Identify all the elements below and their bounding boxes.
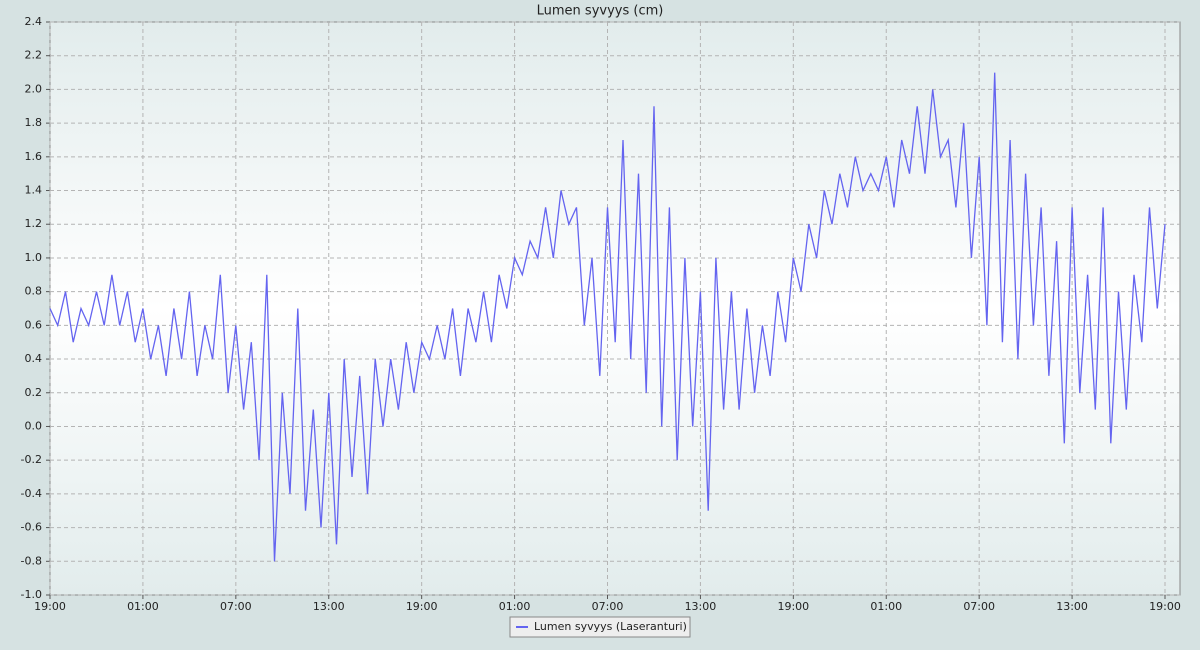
y-tick-label: 0.4 — [25, 352, 43, 365]
y-tick-label: 2.4 — [25, 15, 43, 28]
x-tick-label: 07:00 — [963, 600, 995, 613]
y-tick-label: 1.0 — [25, 251, 43, 264]
x-tick-label: 13:00 — [685, 600, 717, 613]
y-tick-label: -1.0 — [21, 588, 42, 601]
plot-area — [49, 21, 1181, 596]
legend-label: Lumen syvyys (Laseranturi) — [534, 620, 687, 633]
y-tick-label: 1.4 — [25, 184, 43, 197]
y-tick-label: -0.8 — [21, 554, 42, 567]
x-tick-label: 19:00 — [777, 600, 809, 613]
x-tick-label: 19:00 — [406, 600, 438, 613]
x-tick-label: 07:00 — [592, 600, 624, 613]
y-tick-label: 0.8 — [25, 285, 43, 298]
y-tick-label: 2.2 — [25, 49, 43, 62]
x-tick-label: 07:00 — [220, 600, 252, 613]
y-tick-label: 0.2 — [25, 386, 43, 399]
x-tick-label: 01:00 — [499, 600, 531, 613]
legend-box — [509, 616, 691, 638]
x-tick-label: 01:00 — [127, 600, 159, 613]
y-tick-label: -0.6 — [21, 521, 42, 534]
y-tick-label: 2.0 — [25, 82, 43, 95]
chart-title: Lumen syvyys (cm) — [537, 4, 664, 19]
data-line — [49, 72, 1166, 562]
y-tick-label: 1.2 — [25, 217, 43, 230]
x-tick-label: 01:00 — [870, 600, 902, 613]
y-tick-label: 0.0 — [25, 419, 43, 432]
x-tick-label: 13:00 — [1056, 600, 1088, 613]
y-tick-label: 1.6 — [25, 150, 43, 163]
x-tick-label: 19:00 — [34, 600, 66, 613]
y-tick-label: 0.6 — [25, 318, 43, 331]
y-tick-label: -0.2 — [21, 453, 42, 466]
y-tick-label: 1.8 — [25, 116, 43, 129]
x-tick-label: 13:00 — [313, 600, 345, 613]
y-tick-label: -0.4 — [21, 487, 42, 500]
x-tick-label: 19:00 — [1149, 600, 1181, 613]
